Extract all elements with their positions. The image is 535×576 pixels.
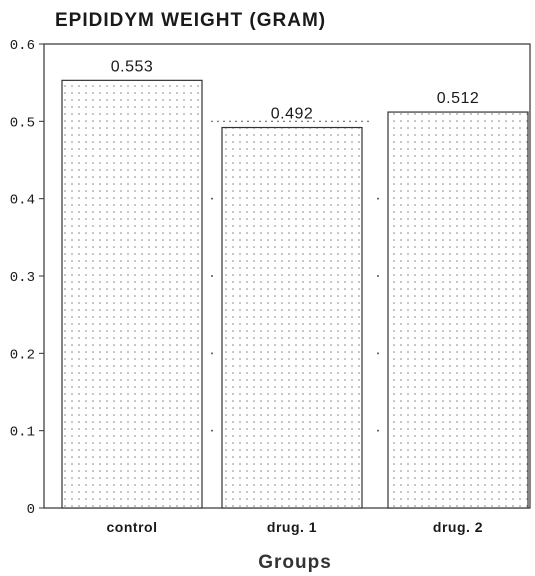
y-tick-label: 0.5 — [10, 115, 35, 131]
reference-dot — [319, 120, 321, 123]
reference-dot — [223, 120, 225, 123]
reference-dot — [289, 120, 291, 123]
category-labels: control drug. 1 drug. 2 — [107, 519, 483, 535]
reference-dot — [271, 120, 273, 123]
reference-dot — [343, 120, 345, 123]
reference-dot — [367, 120, 369, 123]
reference-dot — [217, 120, 219, 123]
reference-dot — [259, 120, 261, 123]
reference-dot — [331, 120, 333, 123]
gap-dot — [211, 275, 213, 277]
y-tick-label: 0.4 — [10, 193, 35, 209]
reference-dot — [283, 120, 285, 123]
data-label: 0.512 — [437, 90, 480, 107]
reference-dot — [265, 120, 267, 123]
gap-dot — [211, 352, 213, 355]
gap-dot — [211, 429, 213, 432]
y-tick-label: 0.6 — [10, 38, 35, 54]
reference-dot — [247, 120, 249, 123]
bar-drug-2 — [387, 111, 529, 509]
reference-dot — [355, 120, 357, 123]
category-label: control — [107, 519, 158, 535]
bar-drug-1 — [221, 126, 363, 509]
x-axis-label: Groups — [258, 552, 332, 573]
chart-title: EPIDIDYM WEIGHT (GRAM) — [55, 10, 326, 31]
gap-dot — [377, 275, 379, 277]
reference-dot — [295, 120, 297, 123]
reference-dot — [325, 120, 327, 123]
reference-dot — [211, 120, 213, 123]
reference-dot — [235, 120, 237, 123]
category-label: drug. 1 — [267, 519, 317, 535]
reference-dot — [301, 120, 303, 123]
reference-dot — [361, 120, 363, 123]
reference-dot — [253, 120, 255, 123]
y-tick-label: 0.1 — [10, 425, 35, 441]
bars-group: 0.553 0.492 0.512 — [61, 58, 529, 509]
reference-dot — [307, 120, 309, 123]
y-tick-label: 0.2 — [10, 347, 35, 363]
y-axis: 0 0.1 0.2 0.3 0.4 0.5 0.6 — [10, 38, 44, 518]
y-tick-label: 0 — [27, 502, 35, 518]
reference-dot — [241, 120, 243, 123]
data-label: 0.553 — [111, 58, 154, 75]
reference-dot — [349, 120, 351, 123]
bar-control — [61, 79, 203, 509]
gap-dot — [377, 197, 379, 200]
gap-dot — [377, 352, 379, 355]
gap-dot — [211, 197, 213, 200]
reference-dot — [313, 120, 315, 123]
reference-dot — [277, 120, 279, 123]
data-label: 0.492 — [271, 106, 314, 123]
y-tick-label: 0.3 — [10, 270, 35, 286]
gap-dot — [377, 429, 379, 432]
reference-dot — [229, 120, 231, 123]
category-label: drug. 2 — [433, 519, 483, 535]
reference-dot — [337, 120, 339, 123]
